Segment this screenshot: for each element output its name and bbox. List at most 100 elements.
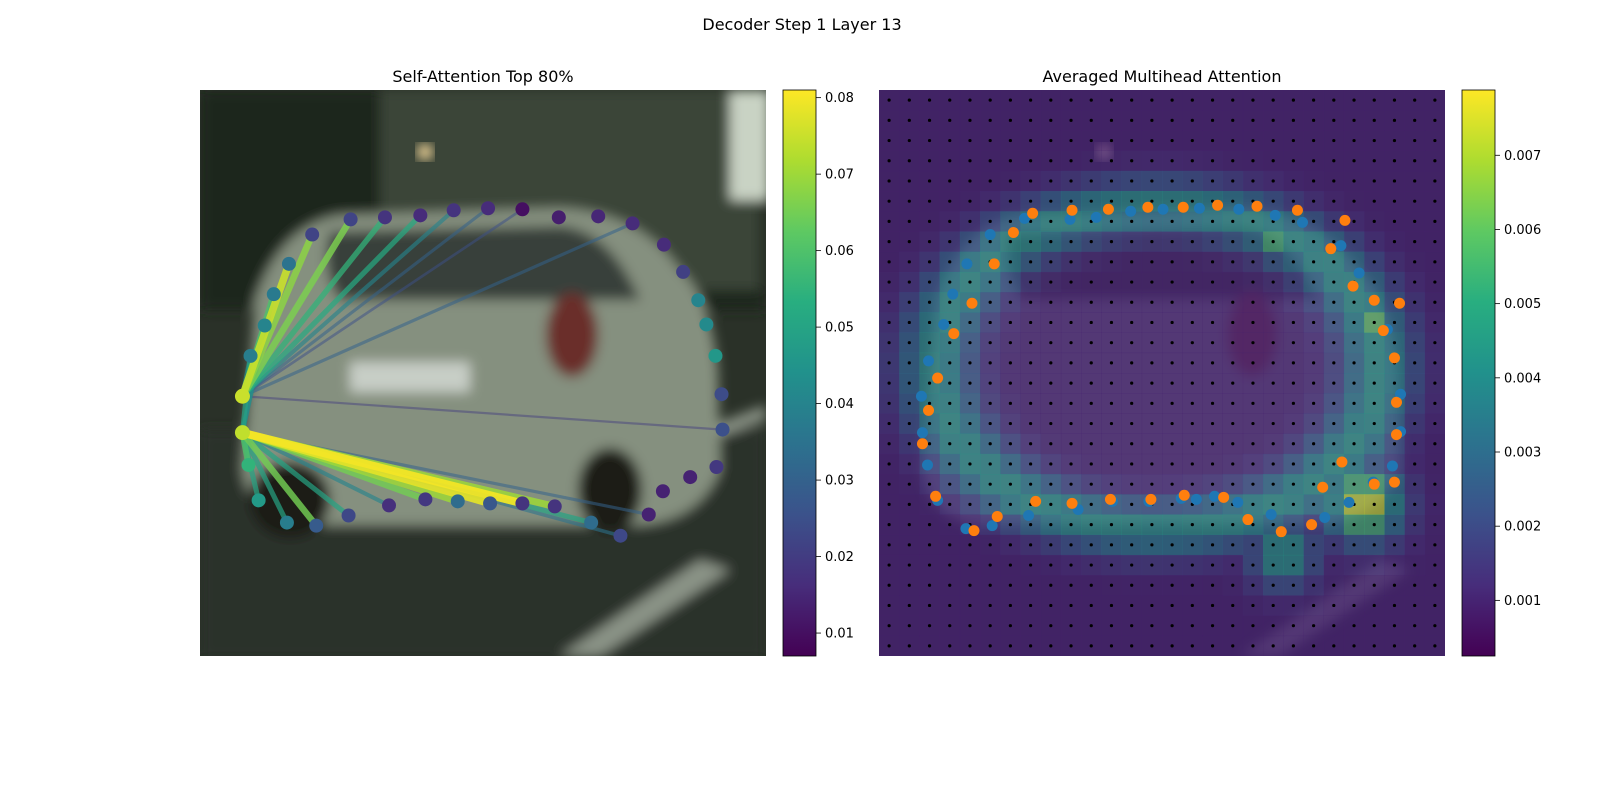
grid-dot [1251,300,1255,304]
grid-dot [1352,240,1356,244]
predicted-point [923,404,935,416]
grid-dot [1089,361,1093,365]
grid-dot [1312,421,1316,426]
grid-dot [887,442,891,446]
grid-dot [1372,401,1376,405]
grid-dot [1332,624,1336,628]
grid-dot [968,624,972,628]
grid-dot [1413,341,1417,345]
grid-dot [1291,320,1295,325]
grid-dot [968,240,972,244]
grid-dot [1069,240,1073,244]
grid-dot [1049,644,1053,648]
grid-dot [968,482,972,486]
grid-dot [1231,624,1235,628]
grid-dot [1190,361,1194,365]
grid-dot [1069,159,1073,163]
grid-dot [1049,603,1053,608]
grid-dot [1170,320,1174,325]
grid-dot [1130,644,1134,648]
grid-dot [927,644,932,648]
grid-dot [1150,442,1154,446]
grid-dot [948,159,952,163]
grid-dot [1312,240,1316,244]
attention-heatmap [879,90,1445,656]
grid-dot [1231,462,1235,466]
attention-link [241,395,724,431]
grid-dot [1332,543,1336,547]
predicted-point [1325,243,1337,255]
query-point [709,459,724,474]
predicted-point [1339,214,1351,226]
grid-dot [1109,583,1114,587]
grid-dot [1433,442,1437,446]
grid-dot [1433,482,1437,486]
predicted-point [932,372,944,384]
grid-dot [887,98,891,102]
grid-dot [948,179,952,183]
grid-dot [927,563,932,567]
grid-dot [1433,219,1437,223]
attention-link [238,428,527,508]
attention-link [239,430,352,519]
grid-dot [988,159,992,163]
grid-dot [1372,138,1376,143]
grid-dot [948,603,952,608]
grid-dot [1210,563,1215,567]
grid-dot [1332,482,1336,486]
grid-dot [1170,624,1174,628]
grid-dot [927,260,932,264]
grid-dot [927,583,932,587]
grid-dot [1332,442,1336,446]
grid-dot [1190,159,1194,163]
grid-dot [1372,240,1376,244]
query-point [446,203,461,218]
grid-dot [1433,199,1437,203]
grid-dot [1109,381,1114,385]
grid-dot [907,341,911,345]
predicted-point [1291,204,1303,216]
grid-dot [907,361,911,365]
grid-dot [887,644,891,648]
grid-dot [1049,219,1053,223]
predicted-point [1212,199,1224,211]
grid-dot [1372,179,1376,183]
grid-dot [1029,179,1033,183]
grid-dot [907,624,911,628]
grid-dot [1332,523,1336,527]
grid-dot [907,502,911,506]
grid-dot [1352,199,1356,203]
grid-dot [1089,159,1093,163]
grid-dot [1109,361,1114,365]
grid-dot [927,482,932,486]
reference-point [923,355,935,367]
grid-dot [1130,361,1134,365]
grid-dot [1008,219,1012,223]
grid-dot [1069,482,1073,486]
attention-link [239,429,320,529]
grid-dot [968,219,972,223]
grid-dot [1029,381,1033,385]
grid-dot [1150,644,1154,648]
reference-point [1265,509,1277,520]
predicted-point [1178,489,1190,501]
grid-dot [1029,644,1033,648]
left-panel-title: Self-Attention Top 80% [392,67,573,86]
attention-links [238,206,724,538]
grid-dot [1008,462,1012,466]
grid-dot [1210,300,1215,304]
grid-dot [1150,199,1154,203]
grid-dot [1291,462,1295,466]
grid-dot [1049,361,1053,365]
grid-dot [948,361,952,365]
grid-dot [1251,502,1255,506]
grid-dot [1069,583,1073,587]
grid-dot [1433,644,1437,648]
grid-dot [1332,240,1336,244]
grid-dot [1392,523,1397,527]
grid-dot [1413,442,1417,446]
query-point [341,508,356,523]
grid-dot [1352,219,1356,223]
grid-dot [1413,462,1417,466]
grid-dot [968,98,972,102]
